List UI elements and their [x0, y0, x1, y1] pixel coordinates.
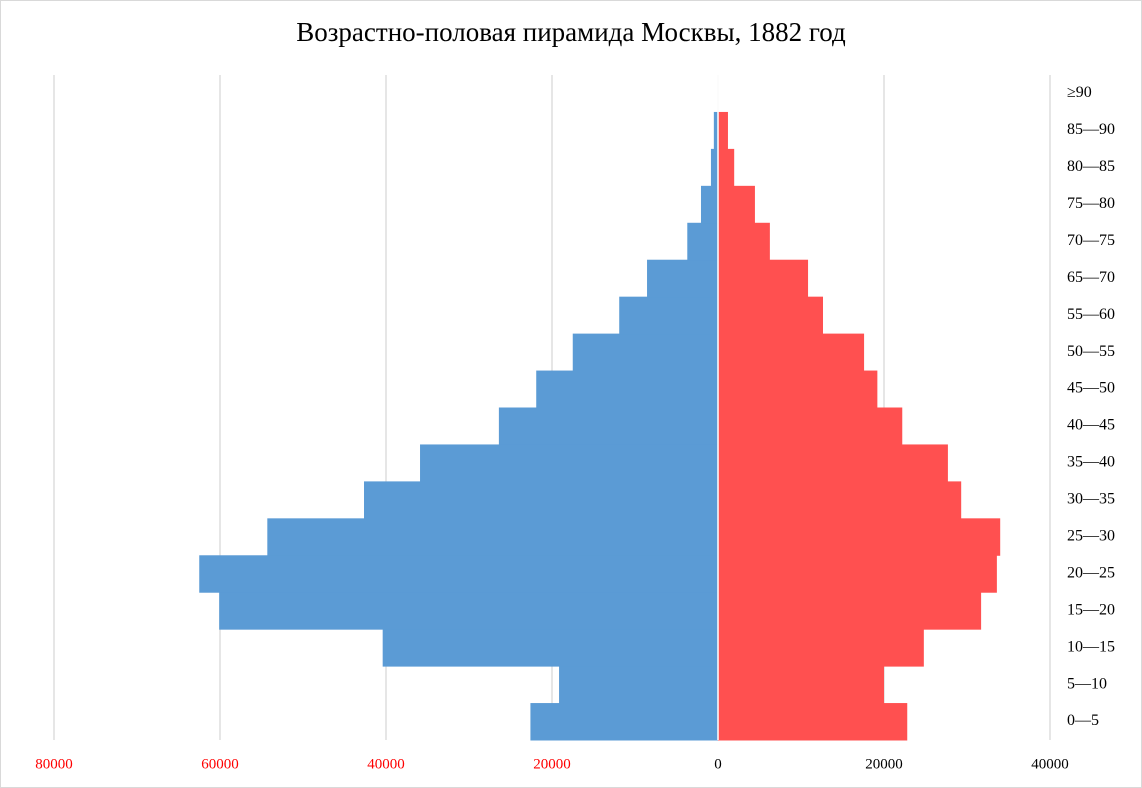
bar	[559, 666, 718, 704]
x-tick-label: 80000	[35, 756, 73, 772]
bar	[199, 555, 718, 593]
y-tick-label: 85—90	[1067, 121, 1115, 138]
y-tick-label: 25—30	[1067, 527, 1115, 544]
y-tick-label: 20—25	[1067, 564, 1115, 581]
bar	[718, 222, 770, 261]
chart-title: Возрастно-половая пирамида Москвы, 1882 …	[296, 17, 846, 47]
x-tick-label: 20000	[865, 756, 903, 772]
bar	[718, 407, 903, 445]
bar	[619, 296, 718, 335]
bar	[420, 444, 718, 482]
bar	[219, 592, 719, 630]
y-tick-label: 55—60	[1067, 306, 1115, 323]
y-tick-label: 70—75	[1067, 232, 1115, 249]
bar	[718, 185, 755, 224]
bar	[718, 333, 865, 372]
bar	[718, 370, 878, 408]
y-tick-label: 15—20	[1067, 601, 1115, 618]
y-tick-label: 50—55	[1067, 343, 1115, 360]
bar	[718, 703, 908, 741]
bar	[718, 629, 924, 667]
bar	[710, 148, 718, 187]
x-tick-label: 40000	[1031, 756, 1069, 772]
bar	[713, 111, 718, 150]
y-tick-label: 40—45	[1067, 417, 1115, 434]
bar	[718, 259, 809, 298]
bar	[267, 518, 718, 556]
bar	[536, 370, 718, 408]
bar	[718, 444, 948, 482]
bar	[718, 296, 823, 335]
y-tick-label: 45—50	[1067, 380, 1115, 397]
bar	[718, 481, 962, 519]
y-tick-label: 35—40	[1067, 454, 1115, 471]
x-tick-label: 40000	[367, 756, 405, 772]
y-tick-label: 65—70	[1067, 269, 1115, 286]
bar	[498, 407, 718, 445]
x-tick-label: 0	[714, 756, 722, 772]
bar	[718, 148, 735, 187]
bar	[700, 185, 718, 224]
bar	[718, 592, 982, 630]
x-tick-label: 20000	[533, 756, 571, 772]
bar	[647, 259, 718, 298]
bar	[718, 518, 1001, 556]
y-tick-label: 0—5	[1067, 712, 1099, 729]
y-tick-label: 10—15	[1067, 638, 1115, 655]
bar	[572, 333, 718, 372]
bar	[364, 481, 718, 519]
bar	[382, 629, 718, 667]
y-tick-label: 30—35	[1067, 491, 1115, 508]
y-tick-label: 80—85	[1067, 158, 1115, 175]
bar	[718, 555, 997, 593]
y-tick-label: 5—10	[1067, 675, 1107, 692]
bar	[718, 111, 728, 150]
x-tick-label: 60000	[201, 756, 239, 772]
y-tick-label: 75—80	[1067, 195, 1115, 212]
bar	[687, 222, 718, 261]
bar	[718, 666, 884, 704]
y-tick-label: ≥90	[1067, 84, 1092, 101]
bar	[530, 703, 718, 741]
